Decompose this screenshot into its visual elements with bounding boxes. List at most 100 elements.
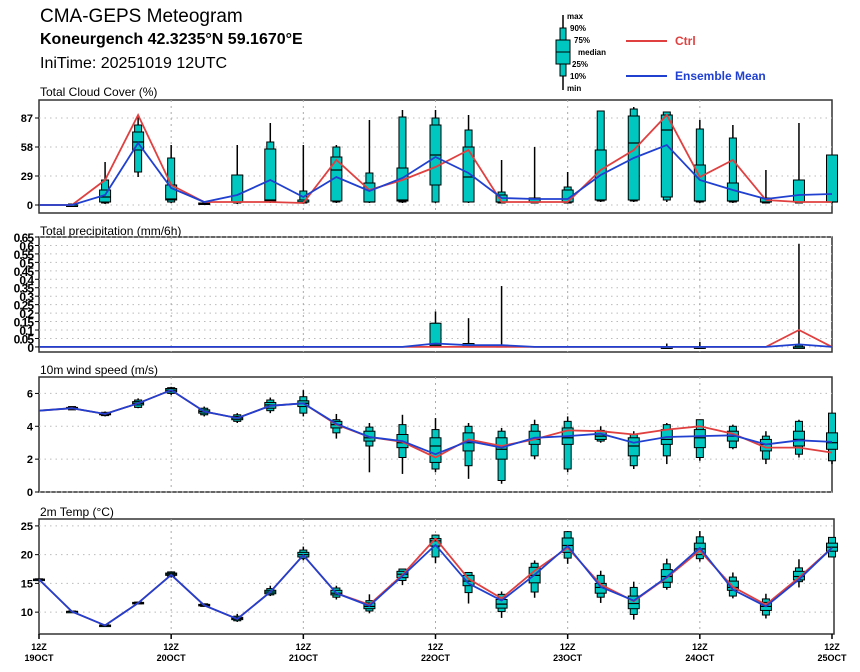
cloud-ytick-label: 58 bbox=[21, 142, 33, 154]
box-25-75 bbox=[396, 167, 409, 202]
cloud-boxplot bbox=[198, 202, 211, 205]
box-25-75 bbox=[627, 437, 640, 457]
wind-ytick-label: 6 bbox=[27, 388, 33, 400]
time-axis: 12Z19OCT12Z20OCT12Z21OCT12Z22OCT12Z23OCT… bbox=[24, 634, 847, 663]
cloud-cover-panel: Total Cloud Cover (%) 0 29 58 87 bbox=[21, 85, 838, 214]
xtick-label-hour: 12Z bbox=[824, 642, 840, 652]
xtick-label-date: 24OCT bbox=[685, 653, 715, 663]
box-25-75 bbox=[132, 131, 145, 151]
cloud-boxplot bbox=[264, 123, 277, 203]
box-10-90 bbox=[167, 157, 176, 203]
xtick-label-date: 22OCT bbox=[421, 653, 451, 663]
cloud-boxplot bbox=[396, 110, 409, 203]
box-25-75 bbox=[462, 146, 475, 203]
wind-boxplot bbox=[826, 412, 838, 465]
precip-ytick-label: 0 bbox=[27, 341, 34, 355]
box-25-75 bbox=[627, 595, 640, 610]
temp-ytick-label: 10 bbox=[21, 607, 33, 619]
box-25-75 bbox=[792, 430, 805, 447]
cloud-boxplot bbox=[528, 147, 541, 204]
box-25-75 bbox=[726, 182, 739, 202]
precip-ytick-label: 0.05 bbox=[14, 332, 35, 346]
legend-mean-label: Ensemble Mean bbox=[675, 69, 766, 83]
wind-boxplot bbox=[462, 423, 475, 479]
temperature-panel: 2m Temp (°C) 10 15 20 25 bbox=[21, 505, 838, 635]
precip-mean-line bbox=[39, 342, 833, 348]
temp-boxplot bbox=[826, 536, 838, 558]
precip-ytick-label: 0.35 bbox=[14, 282, 35, 296]
temp-boxplot bbox=[693, 531, 706, 562]
precip-ytick-label: 0.45 bbox=[14, 265, 35, 279]
wind-ytick-label: 0 bbox=[27, 487, 33, 499]
cloud-ytick-label: 0 bbox=[27, 200, 33, 212]
precip-ytick-label: 0.4 bbox=[19, 273, 34, 287]
temp-ytick-label: 15 bbox=[21, 578, 33, 590]
xtick-label-hour: 12Z bbox=[296, 642, 312, 652]
precip-boxplot bbox=[429, 311, 442, 348]
precip-boxplot bbox=[462, 318, 475, 348]
wind-boxplot bbox=[792, 419, 805, 458]
precipitation-panel: Total precipitation (mm/6h) 00.050.10.15… bbox=[14, 224, 833, 355]
xtick-label-hour: 12Z bbox=[692, 642, 708, 652]
xtick-label-date: 19OCT bbox=[24, 653, 54, 663]
xtick-label-hour: 12Z bbox=[163, 642, 179, 652]
box-25-75 bbox=[693, 429, 706, 449]
station-label: Koneurgench 42.3235°N 59.1670°E bbox=[40, 31, 303, 48]
legend-p25-label: 25% bbox=[572, 60, 588, 69]
box-25-75 bbox=[231, 174, 244, 203]
cloud-boxplot bbox=[792, 123, 805, 204]
cloud-boxplot bbox=[826, 154, 838, 203]
wind-ytick-label: 2 bbox=[27, 454, 33, 466]
cloud-boxplot bbox=[660, 111, 673, 202]
xtick-label-date: 25OCT bbox=[817, 653, 847, 663]
legend-ctrl-label: Ctrl bbox=[675, 34, 696, 48]
temp-boxplot bbox=[528, 560, 541, 598]
legend-median-label: median bbox=[578, 48, 606, 57]
box-10-90 bbox=[563, 420, 572, 470]
cloud-ytick-label: 29 bbox=[21, 171, 33, 183]
wind-speed-panel: 10m wind speed (m/s) 0 2 4 6 bbox=[27, 363, 838, 499]
temp-boxplot bbox=[462, 571, 475, 604]
wind-boxplot bbox=[627, 431, 640, 469]
cloud-ytick-label: 87 bbox=[21, 113, 33, 125]
precip-ytick-label: 0.15 bbox=[14, 316, 35, 330]
wind-boxplot bbox=[561, 416, 574, 473]
precip-ytick-label: 0.2 bbox=[19, 307, 34, 321]
cloud-cover-title: Total Cloud Cover (%) bbox=[40, 85, 157, 99]
wind-boxplot bbox=[495, 427, 508, 484]
precip-ytick-label: 0.5 bbox=[19, 256, 34, 270]
box-25-75 bbox=[429, 437, 442, 463]
xtick-label-date: 20OCT bbox=[157, 653, 187, 663]
init-time-label: IniTime: 20251019 12UTC bbox=[40, 55, 228, 72]
cloud-boxplot bbox=[330, 145, 343, 203]
precip-ytick-label: 0.6 bbox=[19, 239, 34, 253]
precip-ytick-label: 0.1 bbox=[19, 324, 34, 338]
precipitation-title: Total precipitation (mm/6h) bbox=[40, 224, 181, 238]
chart-title: CMA-GEPS Meteogram bbox=[40, 6, 243, 27]
xtick-label-hour: 12Z bbox=[560, 642, 576, 652]
box-25-75 bbox=[660, 114, 673, 198]
box-10-90 bbox=[398, 116, 407, 203]
xtick-label-date: 21OCT bbox=[289, 653, 319, 663]
box-25-75 bbox=[264, 148, 277, 202]
wind-boxplot bbox=[429, 418, 442, 473]
precip-ytick-label: 0.55 bbox=[14, 248, 35, 262]
cloud-boxplot bbox=[165, 145, 178, 203]
wind-ytick-label: 4 bbox=[27, 421, 34, 433]
xtick-label-hour: 12Z bbox=[31, 642, 47, 652]
legend-max-label: max bbox=[567, 12, 584, 21]
temp-frame bbox=[38, 518, 835, 635]
box-25-75 bbox=[792, 179, 805, 203]
cloud-boxplot bbox=[627, 107, 640, 202]
legend-p75-label: 75% bbox=[574, 36, 590, 45]
wind-boxplot bbox=[363, 423, 376, 473]
wind-mean-line bbox=[38, 389, 833, 456]
cloud-boxplot bbox=[462, 115, 475, 203]
cloud-mean-line bbox=[39, 141, 833, 206]
temp-mean-line bbox=[38, 543, 833, 627]
xtick-label-date: 23OCT bbox=[553, 653, 583, 663]
legend-box-glyph bbox=[555, 15, 571, 90]
precip-boxplot bbox=[495, 286, 508, 348]
temp-ytick-label: 20 bbox=[21, 550, 33, 562]
